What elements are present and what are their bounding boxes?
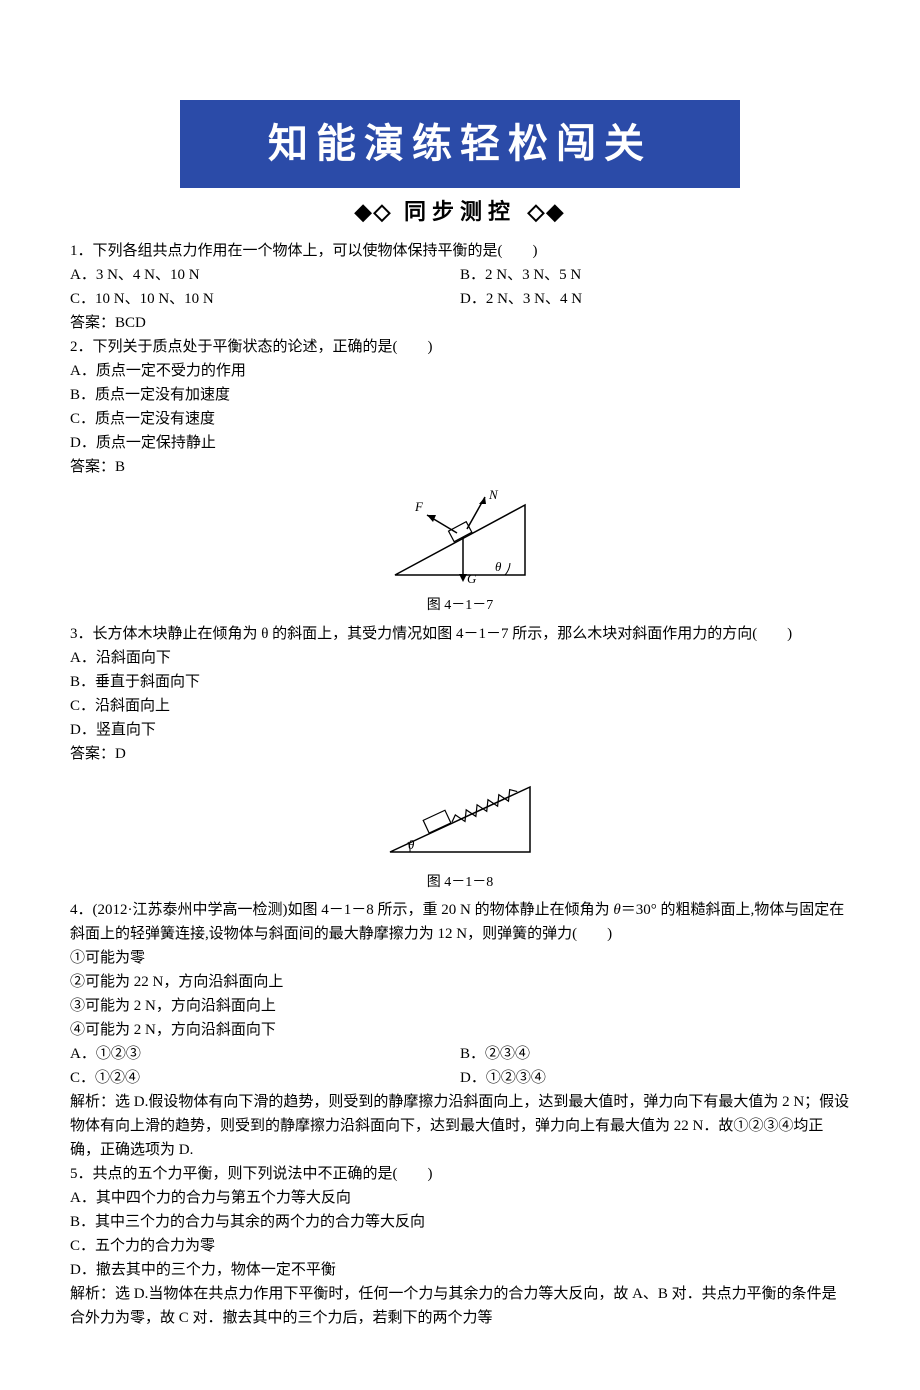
q5-optC: C．五个力的合力为零: [70, 1234, 850, 1258]
diamond-left: ◆◇: [355, 199, 393, 224]
q2-answer: 答案：B: [70, 455, 850, 479]
q5-optD: D．撤去其中的三个力，物体一定不平衡: [70, 1258, 850, 1282]
q1-answer: 答案：BCD: [70, 311, 850, 335]
q4-s3: ③可能为 2 N，方向沿斜面向上: [70, 994, 850, 1018]
q3-answer: 答案：D: [70, 742, 850, 766]
q1-optD: D．2 N、3 N、4 N: [460, 287, 850, 311]
q4-optA: A．①②③: [70, 1042, 460, 1066]
sub-banner: ◆◇ 同步测控 ◇◆: [70, 194, 850, 229]
q1-optB: B．2 N、3 N、5 N: [460, 263, 850, 287]
q2-optA: A．质点一定不受力的作用: [70, 359, 850, 383]
q5-explanation: 解析：选 D.当物体在共点力作用下平衡时，任何一个力与其余力的合力等大反向，故 …: [70, 1282, 850, 1330]
figure-4-1-7-caption: 图 4－1－7: [70, 595, 850, 617]
q3-optA: A．沿斜面向下: [70, 646, 850, 670]
q3-optB: B．垂直于斜面向下: [70, 670, 850, 694]
svg-text:θ: θ: [408, 837, 415, 852]
q2-optD: D．质点一定保持静止: [70, 431, 850, 455]
diamond-right: ◇◆: [528, 199, 566, 224]
figure-4-1-8-caption: 图 4－1－8: [70, 872, 850, 894]
q2-optB: B．质点一定没有加速度: [70, 383, 850, 407]
q4-optB: B．②③④: [460, 1042, 850, 1066]
q4-explanation: 解析：选 D.假设物体有向下滑的趋势，则受到的静摩擦力沿斜面向上，达到最大值时，…: [70, 1090, 850, 1162]
q1-stem: 1．下列各组共点力作用在一个物体上，可以使物体保持平衡的是( ): [70, 239, 850, 263]
svg-text:F: F: [414, 499, 424, 514]
q4-s1: ①可能为零: [70, 946, 850, 970]
svg-text:N: N: [488, 487, 499, 502]
q3-stem: 3．长方体木块静止在倾角为 θ 的斜面上，其受力情况如图 4－1－7 所示，那么…: [70, 622, 850, 646]
q3-optC: C．沿斜面向上: [70, 694, 850, 718]
q3-optD: D．竖直向下: [70, 718, 850, 742]
figure-4-1-7: N F G θ: [70, 485, 850, 593]
q4-optD: D．①②③④: [460, 1066, 850, 1090]
svg-text:θ: θ: [495, 559, 502, 574]
q5-optB: B．其中三个力的合力与其余的两个力的合力等大反向: [70, 1210, 850, 1234]
q5-optA: A．其中四个力的合力与第五个力等大反向: [70, 1186, 850, 1210]
q1-optC: C．10 N、10 N、10 N: [70, 287, 460, 311]
banner-title: 知能演练轻松闯关: [180, 100, 740, 188]
q4-s4: ④可能为 2 N，方向沿斜面向下: [70, 1018, 850, 1042]
q1-optA: A．3 N、4 N、10 N: [70, 263, 460, 287]
figure-4-1-8: θ: [70, 772, 850, 870]
q4-s2: ②可能为 22 N，方向沿斜面向上: [70, 970, 850, 994]
q2-stem: 2．下列关于质点处于平衡状态的论述，正确的是( ): [70, 335, 850, 359]
q5-stem: 5．共点的五个力平衡，则下列说法中不正确的是( ): [70, 1162, 850, 1186]
q4-optC: C．①②④: [70, 1066, 460, 1090]
sub-banner-text: 同步测控: [404, 199, 516, 224]
svg-text:G: G: [467, 571, 477, 585]
q4-stem: 4．(2012·江苏泰州中学高一检测)如图 4－1－8 所示，重 20 N 的物…: [70, 898, 850, 946]
q2-optC: C．质点一定没有速度: [70, 407, 850, 431]
